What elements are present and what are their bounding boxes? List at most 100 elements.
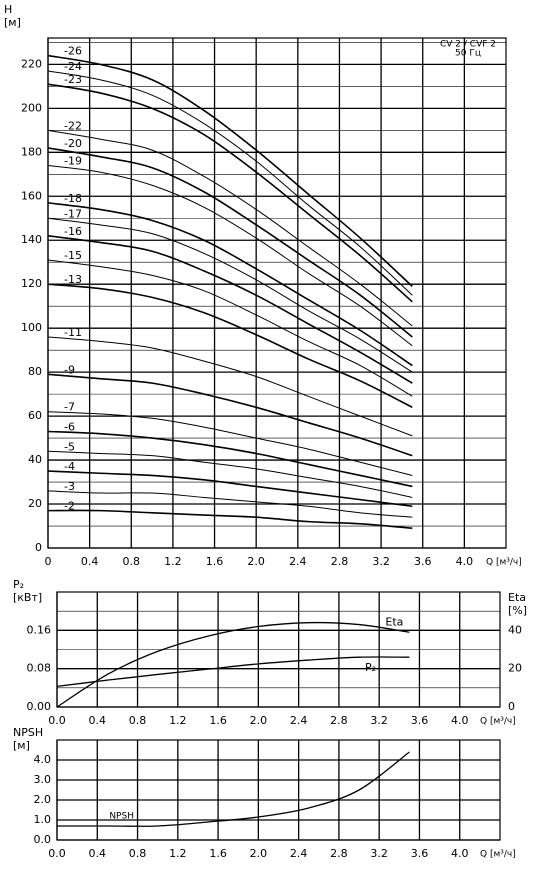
series-label: -24 — [64, 60, 82, 73]
series-label: -7 — [64, 401, 75, 414]
x-tick-label: 0.8 — [123, 555, 141, 568]
curve — [47, 147, 413, 338]
y-axis-unit: [м] — [4, 16, 21, 29]
y-tick-label: 2.0 — [34, 793, 52, 806]
y-tick-label: 100 — [21, 321, 42, 334]
x-tick-label: 4.0 — [456, 555, 474, 568]
curve — [47, 450, 413, 498]
curve — [47, 54, 413, 287]
y-tick-label: 3.0 — [34, 773, 52, 786]
curve — [47, 70, 413, 296]
series-label: -22 — [64, 119, 82, 132]
y2-axis-label: Eta — [508, 591, 526, 604]
x-tick-label: 3.6 — [411, 714, 429, 727]
series-label: Eta — [385, 615, 403, 628]
plot-frame — [56, 739, 501, 841]
series-label: -17 — [64, 207, 82, 220]
y-tick-label: 4.0 — [34, 753, 52, 766]
x-tick-label: 2.0 — [250, 714, 268, 727]
x-tick-label: 2.8 — [331, 555, 349, 568]
series-label: -20 — [64, 137, 82, 150]
y2-axis-unit: [%] — [508, 604, 527, 617]
series-label: -16 — [64, 225, 82, 238]
curve — [56, 621, 410, 708]
series-label: -6 — [64, 420, 75, 433]
x-tick-label: 3.2 — [370, 847, 388, 860]
x-tick-label: 2.4 — [290, 714, 308, 727]
y-axis-label: H — [4, 3, 12, 16]
curve — [47, 490, 413, 518]
y-tick-label: 200 — [21, 101, 42, 114]
y-tick-label: 1.0 — [34, 813, 52, 826]
series-label: -2 — [64, 500, 75, 513]
y-tick-label: 120 — [21, 277, 42, 290]
series-label: -13 — [64, 273, 82, 286]
series-label: -11 — [64, 326, 82, 339]
curve — [56, 656, 410, 688]
x-tick-label: 4.0 — [451, 847, 469, 860]
series-label: -19 — [64, 155, 82, 168]
x-tick-label: 0.4 — [89, 847, 107, 860]
series-label: -26 — [64, 45, 82, 58]
series-label: -3 — [64, 480, 75, 493]
curve — [47, 373, 413, 457]
y2-tick-label: 40 — [508, 623, 522, 636]
annotation: 50 Гц — [455, 49, 481, 59]
y-axis-unit: [м] — [13, 739, 30, 752]
y-tick-label: 0 — [35, 541, 42, 554]
x-tick-label: 0.4 — [89, 714, 107, 727]
y-tick-label: 140 — [21, 233, 42, 246]
series-label: -23 — [64, 73, 82, 86]
y-axis-label: NPSH — [13, 726, 43, 739]
y-axis-unit: [кВт] — [13, 591, 42, 604]
x-tick-label: 3.6 — [414, 555, 432, 568]
x-tick-label: 1.2 — [164, 555, 182, 568]
x-axis-label: Q [м³/ч] — [480, 717, 516, 727]
x-tick-label: 1.2 — [169, 714, 187, 727]
y-tick-label: 0.0 — [34, 833, 52, 846]
y2-tick-label: 20 — [508, 662, 522, 675]
x-tick-label: 2.8 — [330, 847, 348, 860]
x-tick-label: 2.4 — [290, 847, 308, 860]
curve — [47, 283, 413, 409]
x-tick-label: 0.0 — [48, 714, 66, 727]
y-tick-label: 80 — [28, 365, 42, 378]
y2-tick-label: 0 — [508, 700, 515, 713]
curve — [47, 235, 413, 384]
curve — [47, 509, 413, 530]
x-tick-label: 0.4 — [81, 555, 99, 568]
curve — [47, 411, 413, 476]
x-tick-label: 1.6 — [206, 555, 224, 568]
curve — [47, 336, 413, 437]
curve — [47, 259, 413, 397]
x-tick-label: 3.2 — [370, 714, 388, 727]
curve — [47, 83, 413, 303]
x-tick-label: 0.8 — [129, 714, 147, 727]
x-tick-label: 1.2 — [169, 847, 187, 860]
x-tick-label: 0.8 — [129, 847, 147, 860]
x-tick-label: 2.0 — [247, 555, 265, 568]
y-tick-label: 60 — [28, 409, 42, 422]
annotation: CV 2 / CVF 2 — [440, 40, 496, 50]
x-tick-label: 4.0 — [451, 714, 469, 727]
y-tick-label: 0.16 — [27, 623, 52, 636]
series-label: P₂ — [365, 661, 376, 674]
x-tick-label: 3.6 — [411, 847, 429, 860]
curve — [47, 470, 413, 508]
curve — [47, 165, 413, 347]
series-label: -5 — [64, 440, 75, 453]
x-tick-label: 0.0 — [48, 847, 66, 860]
x-tick-label: 2.4 — [289, 555, 307, 568]
series-label: -9 — [64, 363, 75, 376]
curve — [47, 430, 413, 488]
y-tick-label: 180 — [21, 145, 42, 158]
series-label: -18 — [64, 192, 82, 205]
x-tick-label: 0 — [45, 555, 52, 568]
curve — [47, 217, 413, 373]
curve — [47, 202, 413, 367]
x-axis-label: Q [м³/ч] — [480, 850, 516, 860]
x-axis-label: Q [м³/ч] — [486, 558, 522, 568]
series-label: -4 — [64, 460, 75, 473]
plot-frame — [47, 37, 507, 549]
